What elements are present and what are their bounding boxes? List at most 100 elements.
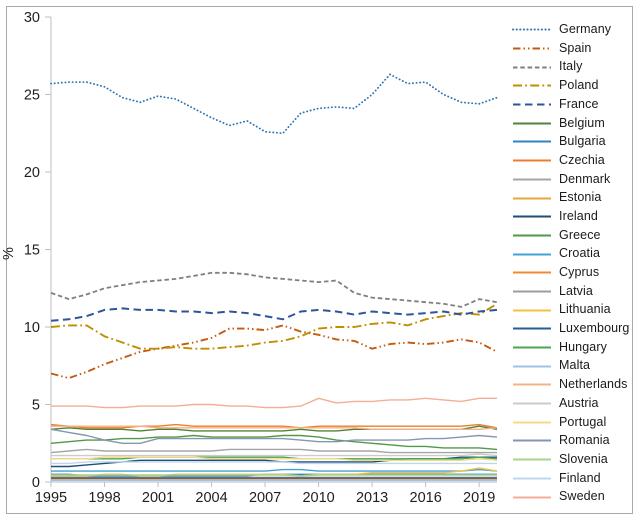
y-axis-tick-label: 5	[32, 398, 40, 414]
legend-label: Italy	[559, 59, 583, 74]
legend-label: France	[559, 96, 599, 111]
legend-label: Sweden	[559, 489, 605, 504]
legend-label: Lithuania	[559, 302, 611, 317]
legend-label: Denmark	[559, 171, 611, 186]
legend-label: Austria	[559, 395, 599, 410]
legend-line-icon	[513, 234, 551, 237]
y-axis-tick-label: 0	[32, 475, 40, 491]
legend-item-czechia: Czechia	[511, 151, 633, 170]
y-axis-tick-label: 20	[24, 165, 40, 181]
legend-label: Bulgaria	[559, 134, 606, 149]
series-line-sweden	[51, 397, 497, 409]
legend-label: Ireland	[559, 208, 598, 223]
x-axis-tick-label: 1995	[35, 490, 67, 506]
legend-line-icon	[513, 197, 551, 200]
series-line-france	[50, 307, 498, 322]
legend-line-icon	[513, 253, 551, 256]
legend-label: Cyprus	[559, 265, 600, 280]
legend-label: Poland	[559, 78, 599, 93]
legend-label: Germany	[559, 22, 612, 37]
legend-line-icon	[513, 346, 551, 349]
legend-line-icon	[513, 122, 551, 125]
legend-item-poland: Poland	[511, 76, 633, 95]
legend-item-hungary: Hungary	[511, 338, 633, 357]
y-axis-tick-label: 25	[24, 88, 40, 104]
legend-item-latvia: Latvia	[511, 282, 633, 301]
legend-item-portugal: Portugal	[511, 412, 633, 431]
series-line-croatia	[51, 468, 498, 472]
legend-item-sweden: Sweden	[511, 487, 633, 506]
x-axis-tick-label: 2004	[195, 490, 227, 506]
x-axis-tick-label: 2010	[302, 490, 334, 506]
legend-item-italy: Italy	[511, 57, 633, 76]
legend-line-icon	[513, 458, 551, 461]
legend-line-icon	[513, 215, 551, 218]
legend-line-icon	[513, 271, 551, 274]
legend-line-icon	[513, 66, 551, 69]
legend-label: Hungary	[559, 339, 607, 354]
series-line-germany	[50, 73, 498, 135]
series-line-austria	[51, 453, 498, 457]
series-line-romania	[50, 428, 498, 444]
legend-item-belgium: Belgium	[511, 113, 633, 132]
x-axis-tick-label: 2016	[410, 490, 442, 506]
x-axis-tick-label: 2013	[356, 490, 388, 506]
x-axis-tick-label: 2007	[249, 490, 281, 506]
legend-item-netherlands: Netherlands	[511, 375, 633, 394]
legend-line-icon	[513, 47, 551, 50]
legend-line-icon	[513, 402, 551, 405]
series-line-denmark	[50, 448, 497, 454]
legend-line-icon	[512, 28, 552, 31]
legend-label: Malta	[559, 358, 591, 373]
legend-line-icon	[513, 159, 551, 162]
legend-line-icon	[513, 290, 551, 293]
legend-line-icon	[513, 103, 551, 106]
series-line-spain	[50, 324, 498, 380]
series-line-greece	[50, 434, 498, 451]
legend-item-austria: Austria	[511, 394, 633, 413]
legend-item-france: France	[511, 95, 633, 114]
legend-label: Croatia	[559, 246, 600, 261]
legend-item-romania: Romania	[511, 431, 633, 450]
legend-item-lithuania: Lithuania	[511, 300, 633, 319]
legend-label: Portugal	[559, 414, 607, 429]
legend-item-denmark: Denmark	[511, 170, 633, 189]
x-axis-tick-label: 2001	[142, 490, 174, 506]
legend-line-icon	[513, 439, 551, 442]
legend-label: Estonia	[559, 190, 602, 205]
y-axis-title: %	[1, 247, 17, 260]
legend-line-icon	[513, 496, 551, 499]
legend-item-slovenia: Slovenia	[511, 450, 633, 469]
x-axis-tick-label: 2019	[463, 490, 495, 506]
legend-label: Slovenia	[559, 451, 608, 466]
legend-item-malta: Malta	[511, 356, 633, 375]
series-line-slovenia	[51, 474, 497, 477]
y-axis-tick-label: 10	[24, 320, 40, 336]
legend-line-icon	[513, 365, 551, 368]
legend-label: Finland	[559, 470, 601, 485]
legend-item-bulgaria: Bulgaria	[511, 132, 633, 151]
legend-label: Latvia	[559, 283, 593, 298]
legend-line-icon	[513, 178, 551, 181]
legend-label: Greece	[559, 227, 601, 242]
y-axis-tick-label: 15	[24, 243, 40, 259]
legend-line-icon	[513, 477, 551, 480]
legend-item-finland: Finland	[511, 469, 633, 488]
legend-item-ireland: Ireland	[511, 207, 633, 226]
legend-line-icon	[513, 421, 551, 424]
series-line-belgium	[50, 425, 498, 432]
legend-line-icon	[513, 309, 551, 312]
series-line-czechia	[50, 423, 498, 429]
legend-item-luxembourg: Luxembourg	[511, 319, 633, 338]
series-line-hungary	[51, 456, 498, 460]
legend-line-icon	[513, 84, 551, 87]
series-line-netherlands	[51, 425, 498, 430]
x-axis-tick-label: 1998	[88, 490, 120, 506]
legend-label: Spain	[559, 40, 592, 55]
legend-item-spain: Spain	[511, 39, 633, 58]
legend: Germany Spain Italy Poland France Belgium Bulg…	[511, 20, 633, 506]
legend-line-icon	[513, 327, 551, 330]
legend-item-croatia: Croatia	[511, 244, 633, 263]
